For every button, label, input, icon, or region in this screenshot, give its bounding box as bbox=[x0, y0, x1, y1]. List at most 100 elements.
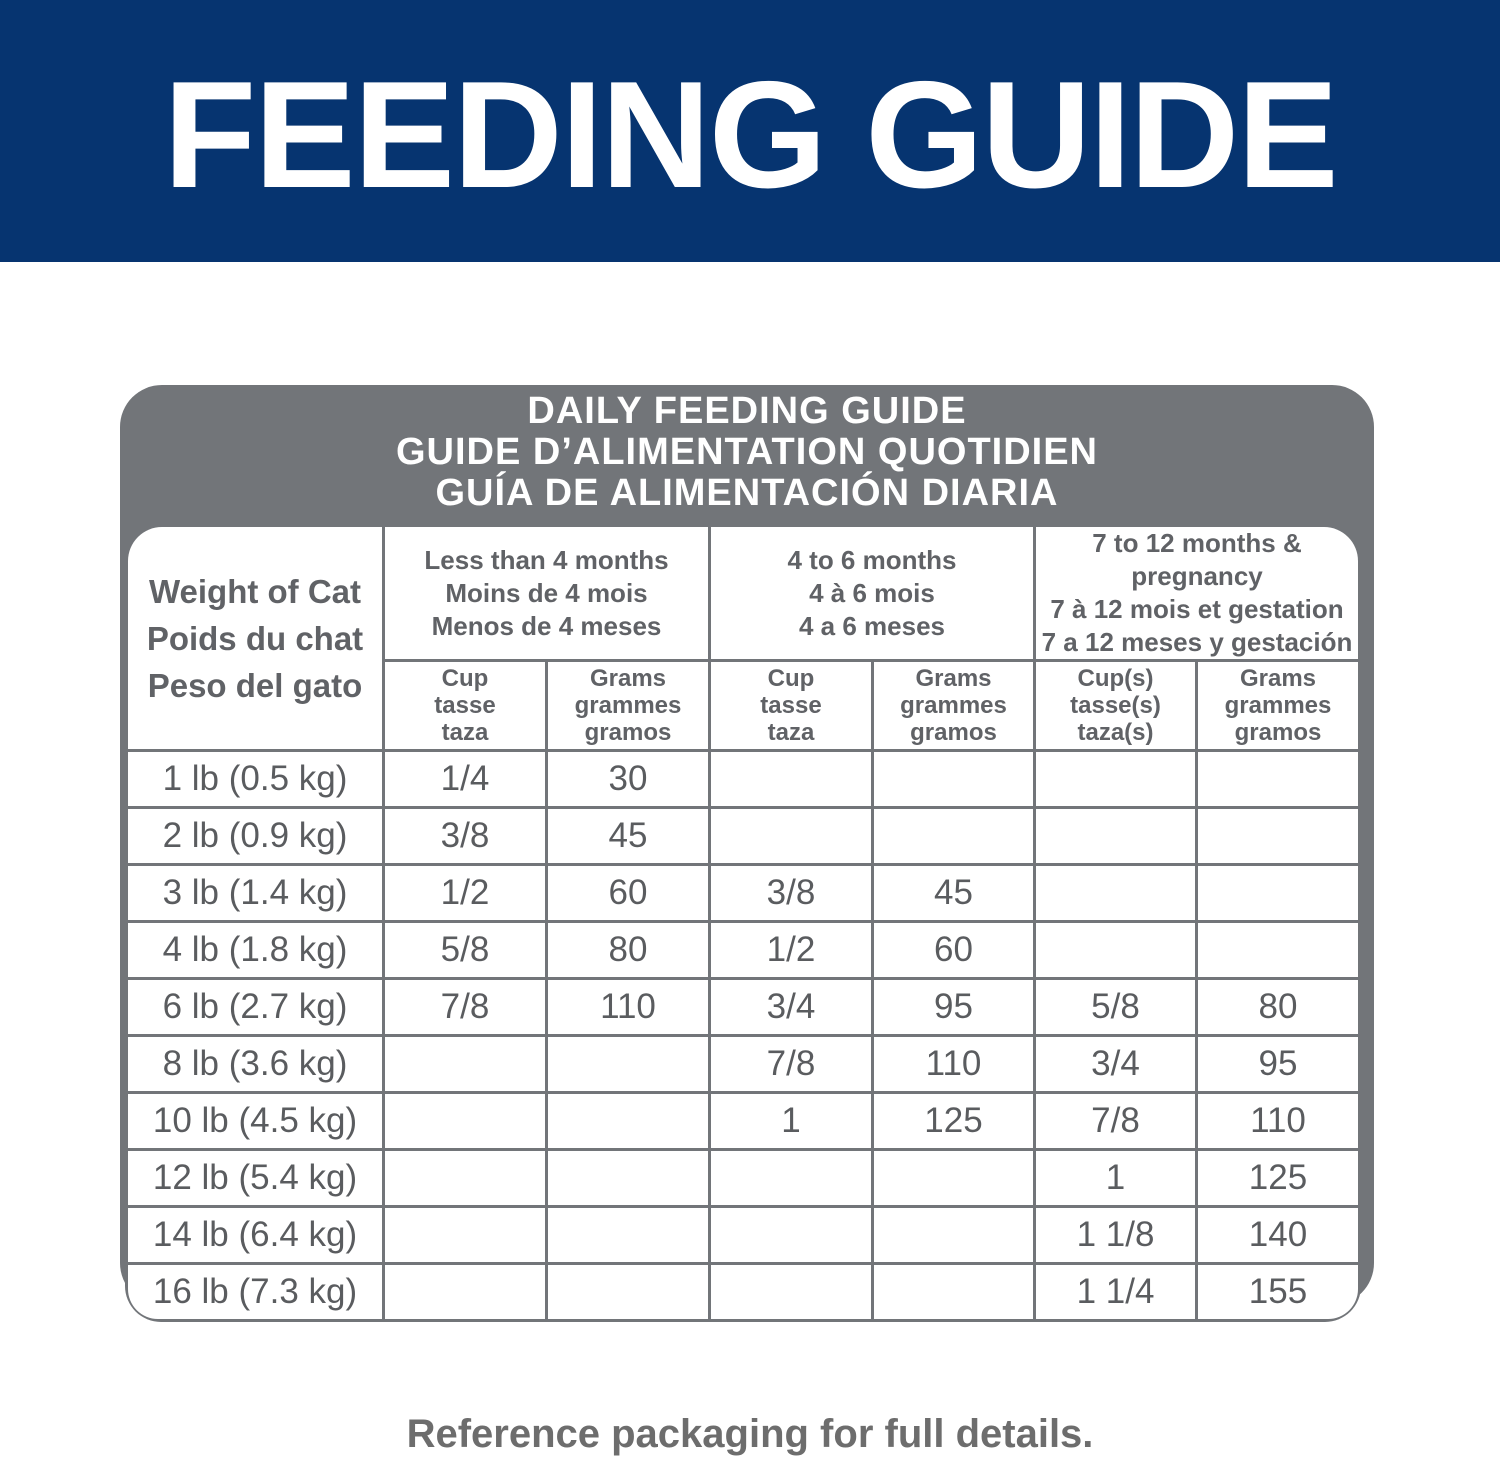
amount-cell: 7/8 bbox=[711, 1037, 871, 1091]
amount-cell: 1 bbox=[711, 1094, 871, 1148]
amount-cell: 95 bbox=[1198, 1037, 1358, 1091]
amount-cell: 3/8 bbox=[385, 809, 545, 863]
data-row: 2 lb (0.9 kg) 3/8 45 bbox=[128, 809, 1358, 863]
amount-cell: 80 bbox=[548, 923, 708, 977]
age-group-header: Less than 4 months Moins de 4 mois Menos d… bbox=[385, 527, 708, 659]
weight-cell: 6 lb (2.7 kg) bbox=[128, 980, 382, 1034]
header-line: gramos bbox=[1234, 719, 1322, 746]
header-line: taza bbox=[767, 719, 815, 746]
unit-row: Cup tasse taza Grams grammes gramos Cup tasse ta… bbox=[128, 662, 1358, 749]
unit-header: Grams grammes gramos bbox=[548, 662, 708, 749]
title-line: DAILY FEEDING GUIDE bbox=[527, 390, 967, 432]
amount-cell bbox=[874, 1208, 1033, 1262]
title-line: GUÍA DE ALIMENTACIÓN DIARIA bbox=[435, 472, 1059, 514]
weight-cell: 16 lb (7.3 kg) bbox=[128, 1265, 382, 1319]
header-line: Grams bbox=[915, 665, 992, 692]
data-row: 3 lb (1.4 kg) 1/2 60 3/8 45 bbox=[128, 866, 1358, 920]
weight-cell: 3 lb (1.4 kg) bbox=[128, 866, 382, 920]
header-line: Peso del gato bbox=[147, 666, 363, 704]
header-line: 7 à 12 mois et gestation bbox=[1050, 594, 1344, 624]
amount-cell bbox=[548, 1151, 708, 1205]
header-line: Grams bbox=[589, 665, 667, 692]
data-row: 14 lb (6.4 kg) 1 1/8 140 bbox=[128, 1208, 1358, 1262]
header-band: FEEDING GUIDE bbox=[0, 0, 1500, 262]
amount-cell: 3/4 bbox=[1036, 1037, 1195, 1091]
feeding-table: Weight of Cat Poids du chat Peso del gato L… bbox=[125, 524, 1361, 1322]
header-line: Cup bbox=[441, 665, 489, 692]
header-line: Menos de 4 meses bbox=[431, 610, 662, 641]
unit-header: Grams grammes gramos bbox=[1198, 662, 1358, 749]
header-line: tasse bbox=[434, 692, 496, 719]
header-title: FEEDING GUIDE bbox=[163, 50, 1338, 220]
header-line: grammes bbox=[1224, 692, 1332, 719]
header-line: taza(s) bbox=[1077, 719, 1154, 746]
data-row: 4 lb (1.8 kg) 5/8 80 1/2 60 bbox=[128, 923, 1358, 977]
header-line: taza bbox=[441, 719, 489, 746]
amount-cell bbox=[711, 1151, 871, 1205]
amount-cell: 110 bbox=[548, 980, 708, 1034]
amount-cell bbox=[1036, 923, 1195, 977]
amount-cell: 140 bbox=[1198, 1208, 1358, 1262]
header-row: Weight of Cat Poids du chat Peso del gato L… bbox=[128, 527, 1358, 749]
header-line: grammes bbox=[574, 692, 682, 719]
header-line: gramos bbox=[584, 719, 672, 746]
amount-cell: 7/8 bbox=[1036, 1094, 1195, 1148]
header-line: tasse(s) bbox=[1070, 692, 1161, 719]
amount-cell bbox=[1036, 866, 1195, 920]
amount-cell: 45 bbox=[874, 866, 1033, 920]
amount-cell bbox=[711, 752, 871, 806]
weight-cell: 2 lb (0.9 kg) bbox=[128, 809, 382, 863]
amount-cell bbox=[711, 809, 871, 863]
amount-cell: 110 bbox=[874, 1037, 1033, 1091]
amount-cell bbox=[711, 1208, 871, 1262]
header-line: Cup(s) bbox=[1077, 665, 1154, 692]
header-line: 7 a 12 meses y gestación bbox=[1041, 627, 1353, 657]
age-group-header: 4 to 6 months 4 à 6 mois 4 a 6 meses bbox=[711, 527, 1033, 659]
title-line: GUIDE D’ALIMENTATION QUOTIDIEN bbox=[395, 431, 1098, 473]
amount-cell bbox=[385, 1094, 545, 1148]
amount-cell bbox=[1198, 752, 1358, 806]
amount-cell: 5/8 bbox=[385, 923, 545, 977]
header-line: Weight of Cat bbox=[148, 572, 362, 610]
header-line: Poids du chat bbox=[146, 619, 364, 657]
amount-cell: 125 bbox=[1198, 1151, 1358, 1205]
weight-cell: 10 lb (4.5 kg) bbox=[128, 1094, 382, 1148]
unit-header: Cup tasse taza bbox=[385, 662, 545, 749]
amount-cell: 1/4 bbox=[385, 752, 545, 806]
amount-cell: 80 bbox=[1198, 980, 1358, 1034]
amount-cell bbox=[548, 1265, 708, 1319]
header-line: 4 a 6 meses bbox=[798, 610, 945, 641]
amount-cell: 1 bbox=[1036, 1151, 1195, 1205]
table-card: DAILY FEEDING GUIDE GUIDE D’ALIMENTATION … bbox=[120, 385, 1374, 1322]
amount-cell: 1/2 bbox=[711, 923, 871, 977]
amount-cell bbox=[874, 809, 1033, 863]
amount-cell: 125 bbox=[874, 1094, 1033, 1148]
amount-cell bbox=[548, 1094, 708, 1148]
amount-cell: 5/8 bbox=[1036, 980, 1195, 1034]
header-line: grammes bbox=[900, 692, 1007, 719]
amount-cell bbox=[385, 1037, 545, 1091]
header-line: 4 to 6 months bbox=[787, 544, 957, 575]
weight-cell: 8 lb (3.6 kg) bbox=[128, 1037, 382, 1091]
amount-cell bbox=[1198, 809, 1358, 863]
amount-cell: 7/8 bbox=[385, 980, 545, 1034]
data-row: 12 lb (5.4 kg) 1 125 bbox=[128, 1151, 1358, 1205]
amount-cell bbox=[874, 1265, 1033, 1319]
data-row: 6 lb (2.7 kg) 7/8 110 3/4 95 5/8 80 bbox=[128, 980, 1358, 1034]
amount-cell bbox=[548, 1037, 708, 1091]
amount-cell bbox=[1198, 923, 1358, 977]
amount-cell bbox=[874, 1151, 1033, 1205]
unit-header: Cup tasse taza bbox=[711, 662, 871, 749]
amount-cell: 60 bbox=[874, 923, 1033, 977]
data-row: 10 lb (4.5 kg) 1 125 7/8 110 bbox=[128, 1094, 1358, 1148]
data-row: 16 lb (7.3 kg) 1 1/4 155 bbox=[128, 1265, 1358, 1319]
header-line: 4 à 6 mois bbox=[809, 577, 935, 608]
amount-cell bbox=[385, 1208, 545, 1262]
header-line: Moins de 4 mois bbox=[445, 577, 648, 608]
unit-header: Grams grammes gramos bbox=[874, 662, 1033, 749]
amount-cell: 1 1/4 bbox=[1036, 1265, 1195, 1319]
amount-cell: 30 bbox=[548, 752, 708, 806]
weight-cell: 4 lb (1.8 kg) bbox=[128, 923, 382, 977]
age-group-header: 7 to 12 months & pregnancy 7 à 12 mois et… bbox=[1036, 527, 1358, 659]
